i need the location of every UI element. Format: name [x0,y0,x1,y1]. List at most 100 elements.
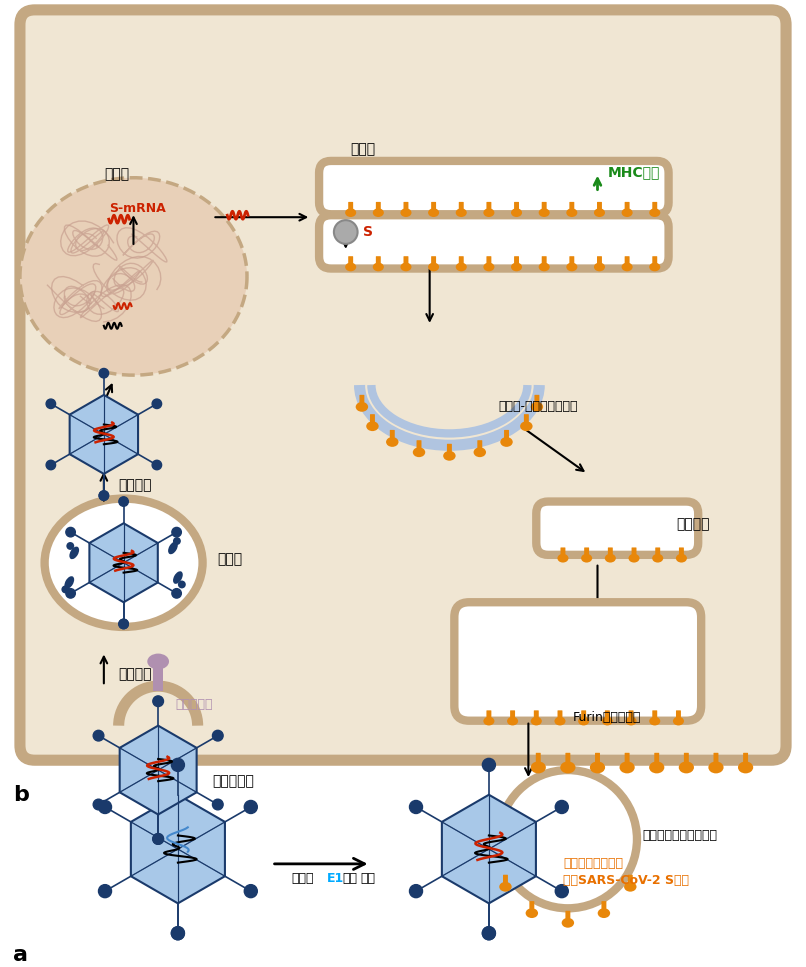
Circle shape [172,926,185,940]
FancyBboxPatch shape [319,161,669,215]
Ellipse shape [455,263,467,272]
FancyBboxPatch shape [655,547,660,556]
FancyBboxPatch shape [530,901,534,911]
Circle shape [118,497,128,507]
Ellipse shape [581,554,592,563]
Ellipse shape [443,451,455,460]
Circle shape [66,542,74,550]
Ellipse shape [484,263,494,272]
Ellipse shape [738,761,753,774]
FancyBboxPatch shape [560,547,565,556]
FancyBboxPatch shape [477,440,482,450]
Ellipse shape [455,208,467,217]
Circle shape [244,801,257,813]
FancyBboxPatch shape [504,430,509,440]
FancyBboxPatch shape [514,256,519,265]
Ellipse shape [530,402,543,412]
Ellipse shape [64,576,74,589]
Text: S: S [363,225,372,239]
Ellipse shape [590,761,605,774]
Ellipse shape [604,554,616,563]
Circle shape [153,834,164,844]
FancyBboxPatch shape [628,875,633,885]
FancyBboxPatch shape [536,502,698,555]
FancyBboxPatch shape [601,901,606,911]
FancyBboxPatch shape [348,202,353,211]
Circle shape [482,926,496,940]
FancyBboxPatch shape [459,202,463,211]
Text: 腺病毒受体: 腺病毒受体 [175,698,213,711]
FancyBboxPatch shape [565,911,571,921]
Circle shape [153,696,164,707]
Ellipse shape [538,208,550,217]
Ellipse shape [679,761,694,774]
FancyBboxPatch shape [625,752,629,765]
Ellipse shape [625,717,637,725]
FancyBboxPatch shape [455,602,701,720]
FancyBboxPatch shape [652,202,657,211]
Ellipse shape [401,263,412,272]
Text: a: a [13,945,28,965]
Bar [153,666,163,691]
Text: S-mRNA: S-mRNA [109,202,165,216]
Circle shape [409,801,422,813]
Text: 胞内体: 胞内体 [218,552,243,566]
Text: 的复制缺陷性载体: 的复制缺陷性载体 [563,857,623,870]
Ellipse shape [620,761,634,774]
Circle shape [118,619,128,629]
FancyBboxPatch shape [487,202,492,211]
Ellipse shape [401,208,412,217]
Ellipse shape [20,178,247,375]
Ellipse shape [511,208,522,217]
Circle shape [99,491,109,500]
Circle shape [213,730,223,741]
Text: Furin蛋白酶裂解: Furin蛋白酶裂解 [573,711,642,723]
FancyBboxPatch shape [542,202,546,211]
Text: MHC通路: MHC通路 [608,164,660,179]
Ellipse shape [501,437,513,447]
FancyBboxPatch shape [487,711,492,719]
Ellipse shape [355,402,368,412]
FancyBboxPatch shape [404,202,409,211]
Circle shape [172,527,181,537]
Ellipse shape [484,208,494,217]
FancyBboxPatch shape [743,752,748,765]
FancyBboxPatch shape [595,752,600,765]
FancyBboxPatch shape [431,202,436,211]
FancyBboxPatch shape [431,256,436,265]
Circle shape [213,799,223,809]
FancyBboxPatch shape [503,875,508,885]
Ellipse shape [598,908,610,918]
FancyBboxPatch shape [654,752,659,765]
Circle shape [46,460,56,470]
FancyBboxPatch shape [404,256,409,265]
Text: E1: E1 [327,871,344,885]
FancyBboxPatch shape [597,202,602,211]
FancyBboxPatch shape [632,547,637,556]
Ellipse shape [366,422,379,431]
Text: 细胞核: 细胞核 [104,166,129,181]
Circle shape [152,460,162,470]
Text: b: b [13,785,29,805]
Ellipse shape [168,542,178,554]
Ellipse shape [621,208,633,217]
Ellipse shape [652,554,663,563]
Ellipse shape [530,761,546,774]
Ellipse shape [531,717,542,725]
Ellipse shape [673,717,684,725]
FancyBboxPatch shape [447,444,452,454]
Circle shape [61,585,69,594]
Polygon shape [119,725,197,814]
Ellipse shape [594,263,605,272]
Ellipse shape [649,263,660,272]
Circle shape [98,885,111,897]
FancyBboxPatch shape [319,216,669,269]
Circle shape [66,527,75,537]
Ellipse shape [474,448,486,457]
Polygon shape [442,795,536,903]
FancyBboxPatch shape [376,256,380,265]
FancyBboxPatch shape [514,202,519,211]
FancyBboxPatch shape [676,711,681,719]
FancyBboxPatch shape [652,711,657,719]
Ellipse shape [428,208,439,217]
